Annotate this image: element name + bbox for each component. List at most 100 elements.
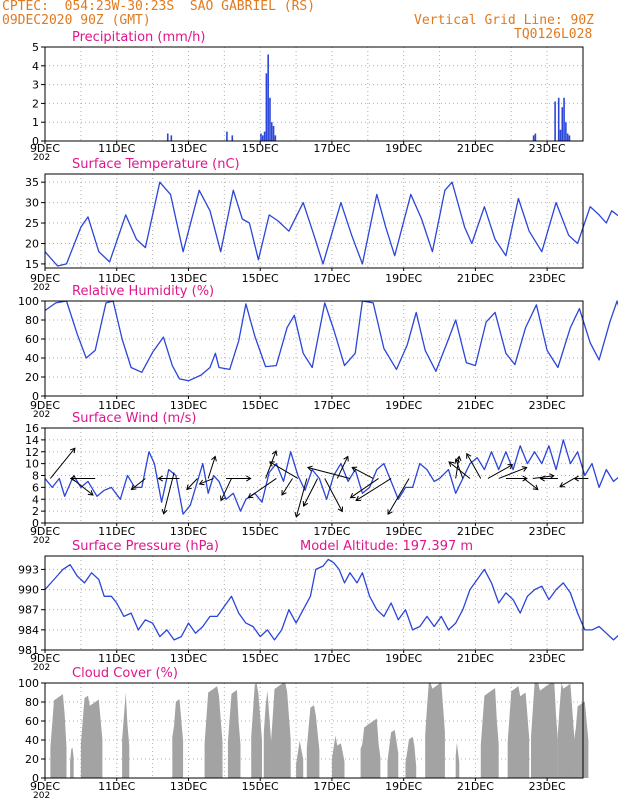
y-tick-label: 8 [32,470,39,483]
y-tick-label: 0 [32,390,39,403]
header-location: CPTEC: 054:23W-30:23S SAO GABRIEL (RS) [2,0,316,14]
cloud-cover-area [331,735,345,778]
y-tick-label: 984 [18,624,39,637]
header-grid-note: Vertical Grid Line: 90Z [414,13,595,28]
wind-vector-arrowhead [454,458,461,465]
wind-vector-arrowhead [522,475,528,482]
cloud-cover-area [251,683,262,778]
rh-panel: Relative Humidity (%) 0 20 40 60 80 100 9DEC 11D… [18,284,618,420]
x-tick-label: 15DEC [242,399,279,412]
cloud-cover-area [70,747,74,778]
precip-bar [272,125,275,141]
x-tick-label: 19DEC [385,399,422,412]
wind-vector-arrow [455,459,464,479]
precip-bar [170,135,173,141]
wind-vector-arrowhead [507,464,514,470]
precip-bar [263,131,266,141]
x-tick-label: 17DEC [313,142,350,155]
header-model-code: TQ0126L028 [514,27,593,42]
x-tick-label: 17DEC [313,780,350,793]
precip-bar [226,131,228,141]
wind-vector-arrowhead [549,473,555,480]
x-tick-label: 11DEC [98,652,135,665]
wind-vector-arrow [163,472,175,514]
wind-vector-arrow [487,464,513,479]
y-tick-label: 100 [18,677,39,690]
y-tick-label: 20 [25,371,39,384]
wind-vector-arrowhead [466,452,472,459]
x-tick-label: 15DEC [242,525,279,538]
cloud-cover-area [455,742,460,778]
x-tick-label: 11DEC [98,780,135,793]
x-tick-label: 11DEC [98,525,135,538]
x-tick-label: 19DEC [385,142,422,155]
wind-vector-arrow [49,447,76,479]
x-tick-label: 13DEC [170,399,207,412]
cloud-cover-area [507,686,530,778]
wind-vector-arrowhead [69,475,76,482]
y-tick-label: 100 [18,295,39,308]
precip-bar [566,133,569,141]
wind-vector-arrowhead [198,479,205,486]
y-tick-label: 3 [32,79,39,92]
x-tick-label: 11DEC [98,272,135,285]
x-tick-label: 15DEC [242,652,279,665]
y-tick-label: 40 [25,734,39,747]
cloud-frame [44,682,584,779]
wind-vector-arrowhead [130,484,137,491]
temp-frame [44,173,584,269]
cloud-cover-area [80,695,103,778]
wind-frame [44,427,584,524]
precip-bar [265,73,268,141]
precip-bar [557,97,560,141]
wind-vector-arrow [281,478,293,496]
precip-bar [166,133,169,141]
wind-vector-arrow [207,456,216,479]
precip-bar [568,135,571,141]
wind-vector-arrowhead [573,475,579,482]
wind-vector-arrowhead [302,500,309,507]
wind-vector-arrowhead [306,465,313,472]
precip-bar [270,122,273,141]
y-tick-label: 1 [32,116,39,129]
cloud-cover-area [306,705,320,778]
y-tick-label: 0 [32,135,39,148]
precip-frame [44,46,584,142]
wind-vector-arrowhead [532,484,539,491]
wind-vector-arrowhead [355,495,362,501]
wind-vector-arrowhead [271,450,278,456]
cloud-cover-area [227,690,241,778]
cloud-cover-area [172,699,184,778]
x-tick-label: 21DEC [457,399,494,412]
y-tick-label: 2 [32,505,39,518]
pressure-title: Surface Pressure (hPa) [72,539,219,554]
wind-vector-arrow [220,478,232,501]
wind-vector-arrowhead [281,489,287,496]
header-run-date: 09DEC2020 90Z (GMT) [2,13,151,28]
x-tick-label: 21DEC [457,525,494,538]
cloud-cover-area [204,686,223,778]
wind-vector-arrowhead [246,475,252,482]
y-tick-label: 80 [25,696,39,709]
cloud-cover-area [270,683,291,778]
y-tick-label: 0 [32,772,39,785]
precip-bar [532,135,535,141]
x-tick-label: 19DEC [385,652,422,665]
wind-vector-arrow [186,478,198,490]
rh-series-line [44,300,618,382]
wind-vector-arrow [303,478,319,507]
wind-vector-arrow [355,478,392,501]
y-tick-label: 5 [32,41,39,54]
x-tick-label: 17DEC [313,525,350,538]
cloud-cover-area [574,701,589,778]
x-tick-label: 13DEC [170,652,207,665]
cloud-title: Cloud Cover (%) [72,666,178,681]
y-tick-label: 16 [25,422,39,435]
cloud-cover-area [263,690,271,778]
wind-vector-arrowhead [70,447,76,454]
wind-vector-arrow [455,456,460,479]
x-tick-label: 13DEC [170,272,207,285]
precip-bar [231,135,234,141]
cloud-cover-area [122,692,130,778]
